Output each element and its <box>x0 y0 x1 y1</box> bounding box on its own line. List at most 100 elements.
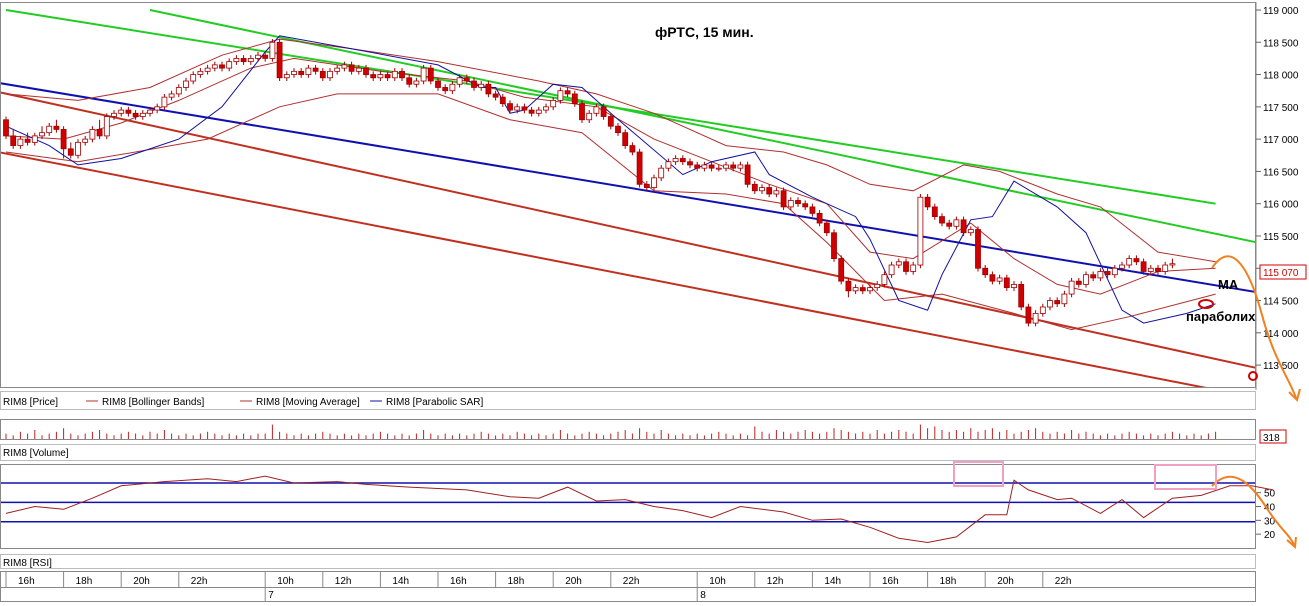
bollinger-lower-line <box>5 93 1216 331</box>
candle <box>939 216 945 224</box>
legend: RIM8 [Price] RIM8 [Bollinger Bands] RIM8 [… <box>3 397 483 408</box>
candle <box>89 129 96 140</box>
rsi-arrow-head-icon <box>1286 536 1297 550</box>
volume-panel <box>0 419 1256 440</box>
candle <box>1054 300 1061 305</box>
candle <box>543 106 549 111</box>
candle <box>867 287 873 292</box>
volume-value-label: 318 <box>1263 433 1280 444</box>
rsi-arrow-icon <box>1211 475 1295 546</box>
candle <box>327 70 333 79</box>
candle <box>521 106 528 111</box>
price-tick-label: 116 000 <box>1263 200 1299 211</box>
candle <box>989 274 996 282</box>
forecast-arrow-head-icon <box>1288 388 1301 402</box>
annotation-ma: MA <box>1218 277 1239 292</box>
candle <box>665 161 672 169</box>
candle <box>982 267 989 276</box>
candle <box>607 116 614 127</box>
candle <box>204 67 211 72</box>
candle <box>787 200 794 208</box>
price-tick-label: 118 500 <box>1263 38 1299 49</box>
time-tick-label: 16h <box>18 576 35 587</box>
candle <box>341 64 348 69</box>
trend-line-1 <box>149 9 1255 244</box>
candle <box>629 145 636 153</box>
candle <box>874 283 881 289</box>
candle <box>838 258 845 282</box>
legend-label: RIM8 [Moving Average] <box>256 397 360 408</box>
candle <box>816 212 823 224</box>
candle <box>276 41 283 79</box>
candle <box>701 164 708 169</box>
candle <box>507 103 513 111</box>
rsi-series: 50 40 30 20 <box>1 475 1276 544</box>
candle <box>953 219 960 227</box>
candle <box>967 229 974 234</box>
candle <box>895 261 902 266</box>
candle <box>802 203 809 208</box>
candle <box>406 77 413 85</box>
candle <box>672 158 679 163</box>
candle <box>53 125 60 130</box>
candle <box>586 112 593 121</box>
last-price-label: 115 070 <box>1263 268 1299 279</box>
candle <box>60 129 67 150</box>
candle <box>39 132 45 137</box>
candle <box>881 274 888 285</box>
trend-line-2 <box>1 82 1255 293</box>
moving-average-line <box>5 57 1216 295</box>
candle <box>960 219 967 234</box>
candle <box>463 77 470 82</box>
time-tick-label: 18h <box>508 576 525 587</box>
candle <box>413 80 420 85</box>
candle <box>751 183 758 192</box>
candle <box>456 77 463 85</box>
candle <box>744 164 751 185</box>
candle <box>1140 261 1147 272</box>
volume-value-box <box>1259 429 1287 444</box>
parabolic-sar-line <box>5 35 1216 324</box>
candle <box>528 109 535 114</box>
rsi-tick-label: 40 <box>1264 503 1276 514</box>
candle <box>946 222 953 227</box>
candle <box>111 112 117 117</box>
candles <box>3 39 1176 327</box>
candle <box>514 106 521 111</box>
candle <box>708 164 715 169</box>
price-tick-label: 117 500 <box>1263 103 1299 114</box>
candle <box>24 138 31 143</box>
rsi-panel-label: RIM8 [RSI] <box>3 558 52 569</box>
candle <box>730 164 737 169</box>
candle <box>132 112 139 117</box>
candle <box>363 67 369 75</box>
time-tick-label: 10h <box>709 576 726 587</box>
candle <box>233 58 240 63</box>
price-panel <box>0 2 1256 388</box>
rsi-highlight-box-2 <box>1154 464 1217 490</box>
rsi-tick-label: 20 <box>1264 530 1276 541</box>
time-tick-label: 12h <box>767 576 784 587</box>
candle <box>67 148 74 156</box>
candle <box>449 83 456 92</box>
candle <box>1068 280 1075 295</box>
candle <box>557 90 564 101</box>
candle <box>420 67 427 82</box>
time-tick-label: 16h <box>882 576 899 587</box>
candle <box>485 83 492 95</box>
candle <box>161 96 168 108</box>
time-tick-label: 22h <box>1055 576 1072 587</box>
candle <box>442 87 449 92</box>
candle <box>1018 283 1025 308</box>
rsi-tick-label: 50 <box>1264 489 1276 500</box>
candle <box>240 58 247 63</box>
candle <box>319 70 326 79</box>
candle <box>75 141 81 156</box>
candle <box>305 67 312 75</box>
candle <box>917 196 924 266</box>
candle <box>478 83 485 88</box>
candle <box>931 206 938 217</box>
candle <box>658 167 665 179</box>
candle <box>298 70 305 75</box>
rsi-panel <box>0 464 1256 549</box>
